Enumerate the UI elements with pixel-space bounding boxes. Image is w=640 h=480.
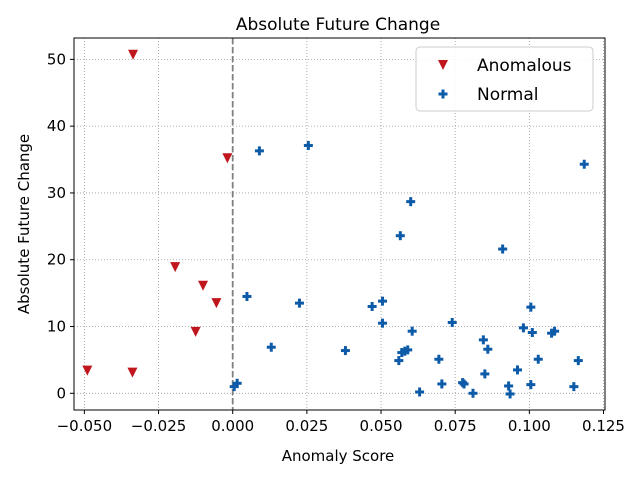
- normal-point: [533, 354, 543, 364]
- normal-point: [468, 388, 478, 398]
- normal-point: [294, 298, 304, 308]
- normal-point: [266, 342, 276, 352]
- normal-point: [254, 146, 264, 156]
- normal-point: [367, 301, 377, 311]
- normal-point: [403, 345, 413, 355]
- x-tick-label: 0.100: [508, 417, 551, 435]
- normal-point: [459, 379, 469, 389]
- normal-point: [415, 387, 425, 397]
- series-normal: [229, 141, 589, 399]
- normal-point: [229, 382, 239, 392]
- normal-point: [505, 389, 515, 399]
- normal-point: [527, 328, 537, 338]
- normal-point: [407, 326, 417, 336]
- anomalous-point: [222, 153, 233, 164]
- grid-lines: [74, 38, 605, 410]
- normal-point: [526, 302, 536, 312]
- x-tick-label: 0.125: [582, 417, 625, 435]
- normal-point: [447, 318, 457, 328]
- normal-point: [303, 141, 313, 151]
- anomalous-point: [198, 280, 209, 291]
- normal-point: [550, 326, 560, 336]
- normal-point: [406, 197, 416, 207]
- normal-point: [394, 356, 404, 366]
- normal-point: [340, 346, 350, 356]
- normal-point: [569, 382, 579, 392]
- normal-point: [504, 381, 514, 391]
- data-points: [82, 49, 589, 399]
- x-axis-title: Anomaly Score: [282, 447, 395, 465]
- normal-point: [573, 356, 583, 366]
- x-tick-label: 0.025: [285, 417, 328, 435]
- anomalous-point: [211, 298, 222, 309]
- x-tick-label: −0.050: [57, 417, 113, 435]
- legend-marker-normal: [438, 89, 448, 99]
- plot-frame: [73, 37, 606, 411]
- normal-point: [378, 296, 388, 306]
- y-tick-label: 40: [47, 117, 66, 135]
- anomalous-point: [190, 326, 201, 337]
- y-tick-label: 50: [47, 50, 66, 68]
- normal-point: [483, 344, 493, 354]
- y-tick-label: 0: [56, 384, 66, 402]
- chart-title: Absolute Future Change: [236, 15, 440, 35]
- legend-label-normal: Normal: [477, 85, 539, 105]
- normal-point: [498, 244, 508, 254]
- legend: Anomalous Normal: [415, 46, 594, 112]
- normal-point: [480, 369, 490, 379]
- y-tick-label: 20: [47, 251, 66, 269]
- legend-label-anomalous: Anomalous: [477, 56, 572, 76]
- x-tick-label: 0.000: [211, 417, 254, 435]
- normal-point: [437, 379, 447, 389]
- y-axis-title: Absolute Future Change: [15, 134, 33, 314]
- normal-point: [378, 318, 388, 328]
- normal-point: [395, 231, 405, 241]
- series-anomalous: [82, 49, 233, 378]
- normal-point: [512, 365, 522, 375]
- normal-point: [526, 380, 536, 390]
- y-tick-label: 30: [47, 184, 66, 202]
- axis-ticks: −0.050 −0.025 0.000 0.025 0.050 0.075 0.100 0.1…: [47, 50, 625, 435]
- normal-point: [579, 159, 589, 169]
- x-tick-label: 0.075: [434, 417, 477, 435]
- anomalous-point: [128, 49, 139, 60]
- x-tick-label: 0.050: [360, 417, 403, 435]
- x-tick-label: −0.025: [131, 417, 187, 435]
- anomalous-point: [170, 262, 181, 273]
- legend-box: [415, 46, 594, 112]
- normal-point: [397, 348, 407, 358]
- normal-point: [478, 335, 488, 345]
- normal-point: [242, 291, 252, 301]
- normal-point: [434, 354, 444, 364]
- legend-marker-anomalous: [438, 60, 448, 70]
- y-tick-label: 10: [47, 318, 66, 336]
- normal-point: [518, 323, 528, 333]
- anomalous-point: [127, 367, 138, 378]
- anomalous-point: [82, 365, 93, 376]
